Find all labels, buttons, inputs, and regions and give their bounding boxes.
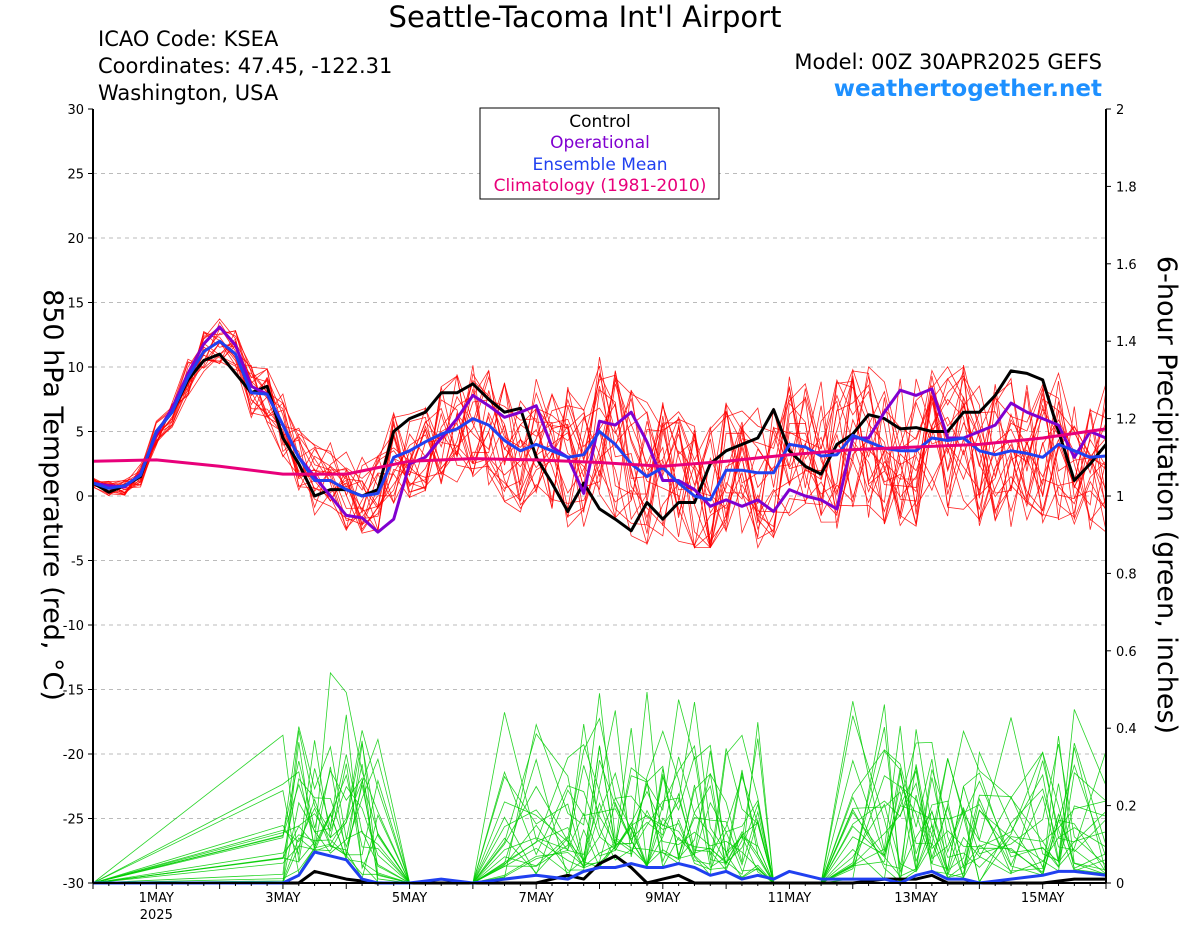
- ensemble-member-precip-line: [92, 712, 1107, 884]
- ensemble-member-temp-line: [92, 318, 1107, 549]
- ensemble-member-precip-line: [92, 738, 1107, 884]
- ensemble-member-temp-line: [92, 330, 1107, 533]
- precip-control-line: [93, 854, 1106, 885]
- y-right-tick-label: 1.6: [1116, 258, 1137, 273]
- y-left-tick-label: 20: [67, 232, 84, 247]
- x-tick-label: 9MAY: [645, 891, 680, 906]
- x-tick-label: 11MAY: [768, 891, 812, 906]
- ensemble-member-precip-line: [92, 715, 1107, 884]
- ensemble-member-temp-line: [92, 355, 1107, 543]
- ensemble-member-precip-line: [92, 671, 1107, 884]
- x-tick-label: 5MAY: [392, 891, 427, 906]
- axes: -30-25-20-15-10-505101520253000.20.40.60…: [63, 103, 1137, 923]
- model-run: Model: 00Z 30APR2025 GEFS: [794, 50, 1102, 74]
- y-right-tick-label: 1.2: [1116, 413, 1137, 428]
- ensemble-member-precip-line: [92, 702, 1107, 884]
- legend-operational: Operational: [550, 133, 650, 153]
- ensemble-member-temp-line: [92, 342, 1107, 534]
- temp-control-line: [92, 352, 1108, 533]
- x-tick-label: 7MAY: [519, 891, 554, 906]
- icao-code: ICAO Code: KSEA: [98, 27, 279, 51]
- y-left-tick-label: -15: [63, 684, 84, 699]
- y-left-tick-label: -20: [63, 748, 84, 763]
- legend-control: Control: [569, 112, 630, 132]
- y-right-tick-label: 0.6: [1116, 645, 1137, 660]
- ensemble-member-precip-line: [92, 709, 1107, 884]
- precip-ensemble-mean-line: [93, 850, 1107, 885]
- ensemble-member-precip-line: [92, 699, 1107, 884]
- temp-climatology-1981-2010--line: [92, 427, 1107, 476]
- y-left-tick-label: -5: [71, 555, 84, 570]
- y-left-tick-label: 25: [67, 168, 84, 183]
- y-right-tick-label: 1.4: [1116, 335, 1137, 350]
- y-left-tick-label: -30: [63, 877, 84, 892]
- ensemble-member-precip-line: [92, 717, 1107, 884]
- region: Washington, USA: [98, 81, 279, 105]
- ensemble-member-temp-line: [92, 321, 1107, 548]
- y-left-tick-label: 15: [67, 297, 84, 312]
- ensemble-member-precip-line: [92, 740, 1107, 884]
- y-left-tick-label: -10: [63, 619, 84, 634]
- y-left-tick-label: 30: [67, 103, 84, 118]
- plot-area: [92, 173, 1108, 885]
- legend-box: [479, 107, 720, 200]
- y-left-tick-label: 5: [76, 426, 84, 441]
- ensemble-member-precip-line: [92, 704, 1107, 884]
- ensemble-member-precip-line: [92, 693, 1107, 884]
- y-left-tick-label: -25: [63, 813, 84, 828]
- y-left-tick-label: 0: [76, 490, 84, 505]
- ensemble-member-precip-line: [92, 730, 1107, 884]
- y-left-tick-label: 10: [67, 361, 84, 376]
- legend: Control Operational Ensemble Mean Climat…: [479, 107, 720, 200]
- coordinates: Coordinates: 47.45, -122.31: [98, 54, 393, 78]
- y-right-tick-label: 0.2: [1116, 800, 1137, 815]
- x-tick-label: 3MAY: [265, 891, 300, 906]
- x-tick-sublabel: 2025: [140, 908, 173, 923]
- chart-title: Seattle-Tacoma Int'l Airport: [388, 0, 782, 34]
- y-axis-right-title: 6-hour Precipitation (green, inches): [1151, 256, 1182, 734]
- x-tick-label: 15MAY: [1021, 891, 1065, 906]
- y-right-tick-label: 0: [1116, 877, 1124, 892]
- y-axis-left-title: 850 hPa Temperature (red, °C): [37, 289, 68, 701]
- y-right-tick-label: 1.8: [1116, 180, 1137, 195]
- ensemble-member-precip-line: [92, 717, 1107, 884]
- temp-operational-line: [92, 325, 1107, 534]
- legend-ensemble-mean: Ensemble Mean: [532, 155, 667, 175]
- website-link[interactable]: weathertogether.net: [833, 76, 1102, 102]
- legend-climatology: Climatology (1981-2010): [494, 176, 707, 196]
- ensemble-member-precip-line: [92, 701, 1107, 884]
- x-tick-label: 13MAY: [894, 891, 938, 906]
- temp-ensemble-mean-line: [92, 339, 1107, 502]
- y-right-tick-label: 0.4: [1116, 722, 1137, 737]
- y-right-tick-label: 2: [1116, 103, 1124, 118]
- y-right-tick-label: 0.8: [1116, 567, 1137, 582]
- ensemble-member-temp-line: [92, 346, 1107, 534]
- y-right-tick-label: 1: [1116, 490, 1124, 505]
- x-tick-label: 1MAY: [139, 891, 174, 906]
